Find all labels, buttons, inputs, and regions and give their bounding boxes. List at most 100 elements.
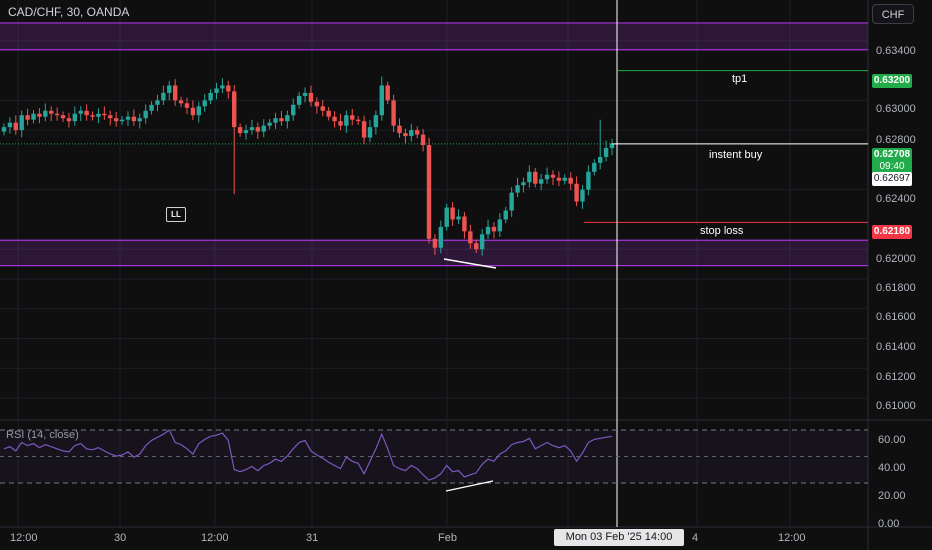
candle-body xyxy=(202,100,207,107)
candle-body xyxy=(285,115,290,122)
candle-body xyxy=(515,185,520,193)
candle-body xyxy=(320,106,325,111)
candle-body xyxy=(450,207,455,220)
stop-label[interactable]: stop loss xyxy=(696,225,748,237)
candle-body xyxy=(178,100,184,104)
candle-body xyxy=(326,110,331,117)
candle-body xyxy=(302,92,308,96)
candle-body xyxy=(474,243,479,250)
time-tick: 31 xyxy=(306,532,319,544)
price-tick: 0.62800 xyxy=(876,134,916,146)
candle-body xyxy=(397,125,402,134)
candle-body xyxy=(125,116,131,120)
candle-body xyxy=(72,113,78,122)
candle-body xyxy=(119,119,125,122)
candle-body xyxy=(267,122,272,126)
price-tick: 0.63000 xyxy=(876,103,916,115)
candle-body xyxy=(196,106,201,116)
candle-body xyxy=(49,110,54,114)
rsi-tick: 20.00 xyxy=(878,490,906,502)
candle-body xyxy=(527,171,532,183)
entry-label[interactable]: instent buy xyxy=(705,149,767,161)
candle-body xyxy=(503,210,508,220)
candle-countdown: 09:40 xyxy=(872,160,912,174)
candle-body xyxy=(31,113,36,120)
candle-body xyxy=(391,100,396,126)
candle-body xyxy=(149,104,154,111)
candle-body xyxy=(580,189,585,202)
candle-body xyxy=(7,122,13,128)
candle-body xyxy=(84,110,89,116)
candle-body xyxy=(143,110,148,119)
rsi-indicator-title[interactable]: RSI (14, close) xyxy=(6,429,79,441)
time-tick: 12:00 xyxy=(778,532,806,544)
candle-body xyxy=(361,121,367,138)
candle-body xyxy=(161,92,166,101)
candle-body xyxy=(314,101,320,107)
candle-body xyxy=(279,118,284,122)
candle-body xyxy=(491,226,497,232)
candle-body xyxy=(574,183,579,202)
rsi-tick: 60.00 xyxy=(878,434,906,446)
stop-price-badge: 0.62180 xyxy=(872,225,912,239)
price-tick: 0.61000 xyxy=(876,400,916,412)
candle-body xyxy=(1,127,7,132)
candle-body xyxy=(462,216,467,232)
time-tick: 12:00 xyxy=(201,532,229,544)
candle-body xyxy=(415,130,420,135)
candle-body xyxy=(479,234,485,250)
candle-body xyxy=(226,85,231,92)
candle-body xyxy=(403,133,408,137)
candle-body xyxy=(243,130,249,134)
candle-body xyxy=(521,182,526,186)
price-trendline xyxy=(443,258,497,269)
candle-body xyxy=(355,119,361,122)
candle-body xyxy=(556,177,562,181)
candle-body xyxy=(167,85,172,93)
price-tick: 0.61200 xyxy=(876,371,916,383)
time-tick: 12:00 xyxy=(10,532,38,544)
price-tick: 0.62400 xyxy=(876,193,916,205)
candle-body xyxy=(296,95,302,105)
candle-body xyxy=(249,127,255,131)
candle-body xyxy=(456,216,461,220)
candle-body xyxy=(409,130,414,137)
symbol-title[interactable]: CAD/CHF, 30, OANDA xyxy=(8,5,130,19)
candle-body xyxy=(43,110,48,117)
candle-body xyxy=(172,85,178,101)
candle-body xyxy=(538,179,544,184)
candle-body xyxy=(37,113,42,117)
candle-body xyxy=(468,231,473,244)
rsi-line xyxy=(3,429,613,481)
candle-body xyxy=(385,85,390,101)
candle-body xyxy=(432,238,438,248)
candle-body xyxy=(379,85,384,116)
candle-body xyxy=(586,171,591,190)
candle-body xyxy=(25,115,30,120)
candle-body xyxy=(438,226,444,248)
candle-body xyxy=(102,113,107,116)
time-tick: Feb xyxy=(438,532,457,544)
currency-button[interactable]: CHF xyxy=(872,4,914,24)
candle-body xyxy=(214,88,219,93)
candle-body xyxy=(544,174,550,180)
tp-price-badge: 0.63200 xyxy=(872,74,912,88)
crosshair-price-badge: 0.62697 xyxy=(872,172,912,186)
candle-body xyxy=(420,134,426,146)
candle-body xyxy=(568,177,573,184)
candle-body xyxy=(19,115,24,131)
price-tick: 0.61400 xyxy=(876,341,916,353)
candle-body xyxy=(90,115,95,117)
candle-body xyxy=(13,122,19,131)
candle-body xyxy=(220,85,225,89)
price-tick: 0.63400 xyxy=(876,45,916,57)
candle-body xyxy=(338,121,343,126)
candle-body xyxy=(113,118,119,122)
tp-label[interactable]: tp1 xyxy=(728,73,752,85)
candle-body xyxy=(550,174,556,178)
candle-body xyxy=(190,107,196,116)
time-tick: 30 xyxy=(114,532,127,544)
candle-body xyxy=(96,113,101,117)
candle-body xyxy=(344,115,349,126)
